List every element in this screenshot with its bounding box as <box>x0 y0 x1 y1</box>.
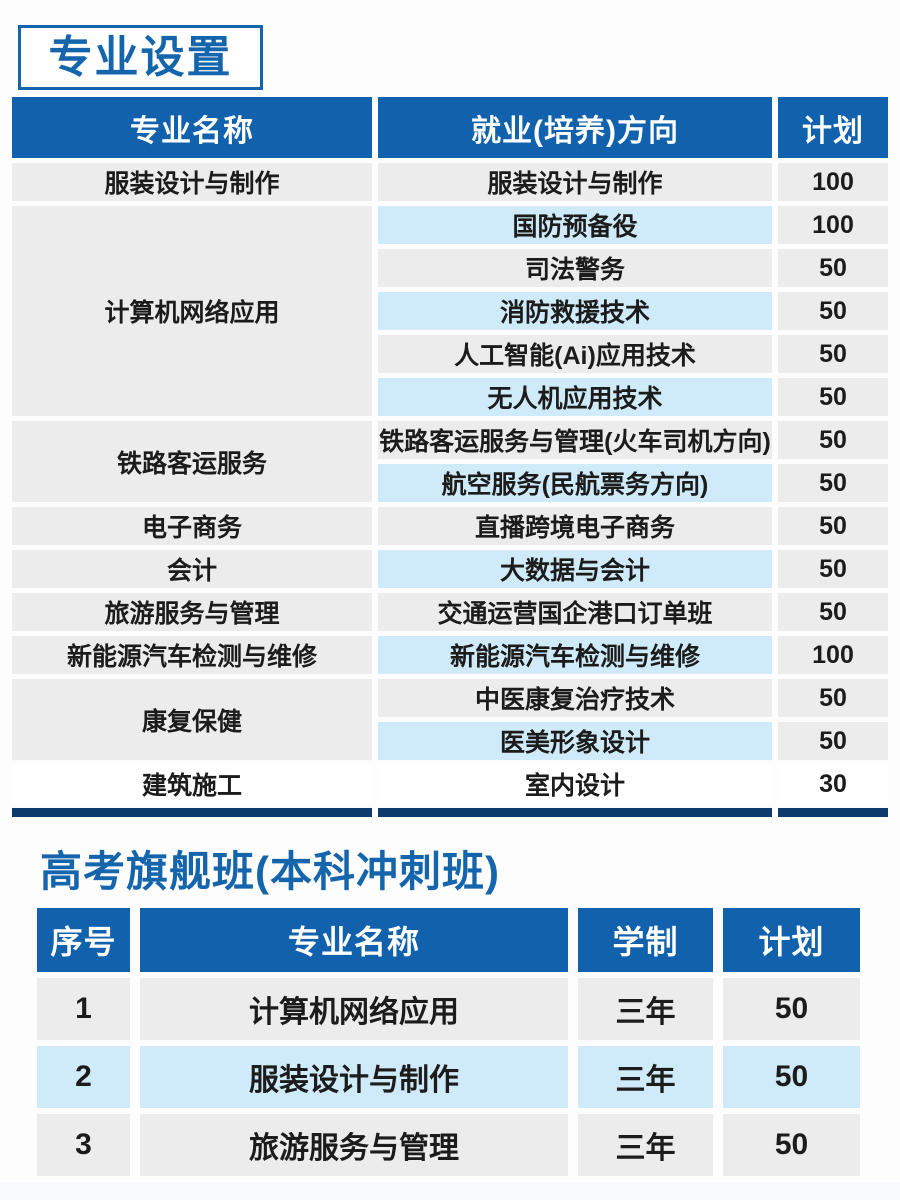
table-row: 服装设计与制作 服装设计与制作 100 <box>12 163 888 201</box>
majors-table-body: 服装设计与制作 服装设计与制作 100 计算机网络应用 国防预备役 100 司法警务 50 消防… <box>12 163 888 817</box>
section-title: 专业设置 <box>48 32 233 82</box>
table-row: 3 旅游服务与管理 三年 50 <box>37 1114 860 1176</box>
flagship-table: 序号 专业名称 学制 计划 1 计算机网络应用 三年 50 2 服装设计与制作 三年 50 3 旅游服务… <box>27 902 870 1182</box>
direction-cell: 服装设计与制作 <box>378 163 772 201</box>
plan-cell: 50 <box>778 421 888 459</box>
direction-cell: 国防预备役 <box>378 206 772 244</box>
table-row: 航空服务(民航票务方向) 50 <box>12 464 888 502</box>
table-row: 新能源汽车检测与维修 新能源汽车检测与维修 100 <box>12 636 888 674</box>
column-header: 专业名称 <box>12 97 372 158</box>
column-header: 学制 <box>578 908 713 972</box>
flagship-table-body: 1 计算机网络应用 三年 50 2 服装设计与制作 三年 50 3 旅游服务与管理 三年 50 <box>37 978 860 1176</box>
direction-cell: 消防救援技术 <box>378 292 772 330</box>
plan-cell: 50 <box>778 335 888 373</box>
row-number-cell: 2 <box>37 1046 130 1108</box>
direction-cell: 室内设计 <box>378 765 772 803</box>
footer-strip <box>0 1182 900 1200</box>
major-cell: 建筑施工 <box>12 765 372 803</box>
plan-cell: 50 <box>723 1114 860 1176</box>
plan-cell: 50 <box>723 978 860 1040</box>
plan-cell: 100 <box>778 206 888 244</box>
majors-table: 专业名称 就业(培养)方向 计划 服装设计与制作 服装设计与制作 100 计算机网络应用国… <box>6 92 894 822</box>
plan-cell: 50 <box>778 679 888 717</box>
plan-cell: 50 <box>778 464 888 502</box>
duration-cell: 三年 <box>578 1114 713 1176</box>
major-cell: 服装设计与制作 <box>12 163 372 201</box>
column-header: 计划 <box>778 97 888 158</box>
plan-cell: 50 <box>778 722 888 760</box>
direction-cell: 航空服务(民航票务方向) <box>378 464 772 502</box>
major-cell: 旅游服务与管理 <box>140 1114 568 1176</box>
table-row: 建筑施工 室内设计 30 <box>12 765 888 803</box>
table-row: 人工智能(Ai)应用技术 50 <box>12 335 888 373</box>
majors-table-header: 专业名称 就业(培养)方向 计划 <box>12 97 888 158</box>
direction-cell: 中医康复治疗技术 <box>378 679 772 717</box>
table-end-bar <box>12 808 888 817</box>
direction-cell: 交通运营国企港口订单班 <box>378 593 772 631</box>
flagship-table-header: 序号 专业名称 学制 计划 <box>37 908 860 972</box>
direction-cell: 司法警务 <box>378 249 772 287</box>
table-row: 电子商务 直播跨境电子商务 50 <box>12 507 888 545</box>
flagship-title: 高考旗舰班(本科冲刺班) <box>40 848 500 895</box>
major-cell: 康复保健 <box>12 679 372 760</box>
column-header: 就业(培养)方向 <box>378 97 772 158</box>
table-row: 无人机应用技术 50 <box>12 378 888 416</box>
row-number-cell: 1 <box>37 978 130 1040</box>
major-cell: 计算机网络应用 <box>12 206 372 416</box>
major-cell: 旅游服务与管理 <box>12 593 372 631</box>
duration-cell: 三年 <box>578 1046 713 1108</box>
plan-cell: 30 <box>778 765 888 803</box>
plan-cell: 50 <box>778 550 888 588</box>
direction-cell: 新能源汽车检测与维修 <box>378 636 772 674</box>
table-row: 康复保健 中医康复治疗技术 50 <box>12 679 888 760</box>
table-row: 计算机网络应用 国防预备役 100 <box>12 206 888 416</box>
major-cell: 铁路客运服务 <box>12 421 372 502</box>
column-header: 序号 <box>37 908 130 972</box>
plan-cell: 50 <box>778 249 888 287</box>
direction-cell: 人工智能(Ai)应用技术 <box>378 335 772 373</box>
direction-cell: 直播跨境电子商务 <box>378 507 772 545</box>
plan-cell: 100 <box>778 636 888 674</box>
table-row: 司法警务 50 <box>12 249 888 287</box>
table-row: 1 计算机网络应用 三年 50 <box>37 978 860 1040</box>
plan-cell: 50 <box>778 292 888 330</box>
end-bar-segment <box>378 808 772 817</box>
direction-cell: 医美形象设计 <box>378 722 772 760</box>
table-row: 医美形象设计 50 <box>12 722 888 760</box>
plan-cell: 50 <box>778 507 888 545</box>
direction-cell: 无人机应用技术 <box>378 378 772 416</box>
end-bar-segment <box>12 808 372 817</box>
table-row: 消防救援技术 50 <box>12 292 888 330</box>
major-cell: 计算机网络应用 <box>140 978 568 1040</box>
plan-cell: 50 <box>778 378 888 416</box>
header-row: 专业名称 就业(培养)方向 计划 <box>12 97 888 158</box>
table-row: 2 服装设计与制作 三年 50 <box>37 1046 860 1108</box>
plan-cell: 50 <box>723 1046 860 1108</box>
header-row: 序号 专业名称 学制 计划 <box>37 908 860 972</box>
plan-cell: 100 <box>778 163 888 201</box>
direction-cell: 大数据与会计 <box>378 550 772 588</box>
table-row: 会计 大数据与会计 50 <box>12 550 888 588</box>
major-cell: 电子商务 <box>12 507 372 545</box>
plan-cell: 50 <box>778 593 888 631</box>
table-row: 铁路客运服务 铁路客运服务与管理(火车司机方向) 50 <box>12 421 888 502</box>
duration-cell: 三年 <box>578 978 713 1040</box>
end-bar-segment <box>778 808 888 817</box>
major-cell: 新能源汽车检测与维修 <box>12 636 372 674</box>
major-cell: 会计 <box>12 550 372 588</box>
table-row: 旅游服务与管理 交通运营国企港口订单班 50 <box>12 593 888 631</box>
column-header: 专业名称 <box>140 908 568 972</box>
section-title-box: 专业设置 <box>18 25 263 90</box>
column-header: 计划 <box>723 908 860 972</box>
direction-cell: 铁路客运服务与管理(火车司机方向) <box>378 421 772 459</box>
major-cell: 服装设计与制作 <box>140 1046 568 1108</box>
row-number-cell: 3 <box>37 1114 130 1176</box>
